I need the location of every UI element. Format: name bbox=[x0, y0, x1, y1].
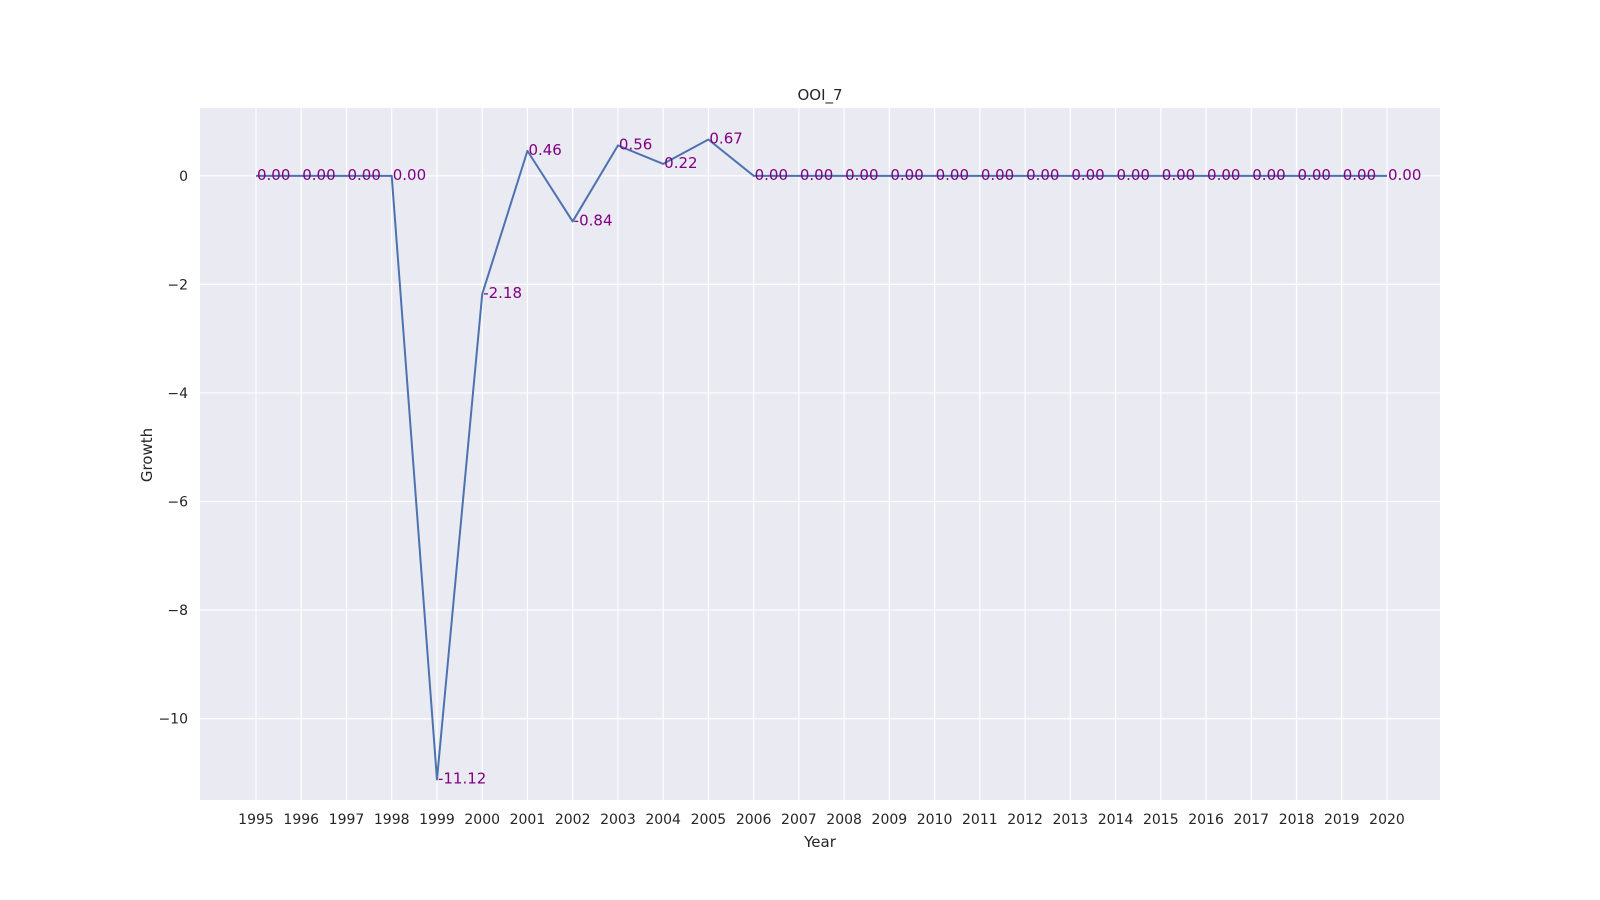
data-label: 0.00 bbox=[1207, 166, 1240, 184]
data-label: 0.00 bbox=[1298, 166, 1331, 184]
data-label: 0.56 bbox=[619, 135, 652, 153]
y-axis-title: Growth bbox=[138, 428, 156, 482]
data-label: 0.00 bbox=[800, 166, 833, 184]
x-axis-title: Year bbox=[803, 833, 837, 851]
data-label: 0.00 bbox=[1026, 166, 1059, 184]
data-label: 0.00 bbox=[393, 166, 426, 184]
y-tick-label: −2 bbox=[167, 277, 188, 293]
x-tick-label: 2002 bbox=[555, 812, 591, 828]
x-tick-label: 2005 bbox=[691, 812, 727, 828]
x-tick-label: 2011 bbox=[962, 812, 998, 828]
x-tick-label: 2013 bbox=[1052, 812, 1088, 828]
y-tick-label: −6 bbox=[167, 494, 188, 510]
data-label: 0.00 bbox=[1343, 166, 1376, 184]
x-tick-label: 1997 bbox=[329, 812, 365, 828]
data-label: 0.00 bbox=[1388, 166, 1421, 184]
data-label: 0.00 bbox=[302, 166, 335, 184]
x-tick-label: 2004 bbox=[645, 812, 681, 828]
data-labels: 0.00 0.00 0.00 0.00 -11.12 -2.18 0.46 -0.84 0.56… bbox=[257, 129, 1421, 787]
x-axis-ticks: 1995 1996 1997 1998 1999 2000 2001 2002 2003 2004… bbox=[238, 812, 1405, 828]
x-tick-label: 2012 bbox=[1007, 812, 1043, 828]
data-label: 0.00 bbox=[981, 166, 1014, 184]
x-tick-label: 2014 bbox=[1098, 812, 1134, 828]
x-tick-label: 2016 bbox=[1188, 812, 1224, 828]
y-tick-label: 0 bbox=[179, 169, 188, 185]
data-label: 0.00 bbox=[936, 166, 969, 184]
data-label: -2.18 bbox=[483, 284, 522, 302]
data-label: -0.84 bbox=[574, 211, 613, 229]
data-label: -11.12 bbox=[438, 769, 486, 787]
x-tick-label: 1999 bbox=[419, 812, 455, 828]
data-label: 0.46 bbox=[528, 141, 561, 159]
data-label: 0.67 bbox=[709, 129, 742, 147]
data-label: 0.00 bbox=[845, 166, 878, 184]
y-tick-label: −10 bbox=[158, 712, 188, 728]
x-tick-label: 2010 bbox=[917, 812, 953, 828]
x-tick-label: 2015 bbox=[1143, 812, 1179, 828]
x-tick-label: 2006 bbox=[736, 812, 772, 828]
x-tick-label: 2020 bbox=[1369, 812, 1405, 828]
data-label: 0.00 bbox=[1162, 166, 1195, 184]
x-tick-label: 2019 bbox=[1324, 812, 1360, 828]
x-tick-label: 2008 bbox=[826, 812, 862, 828]
data-label: 0.22 bbox=[664, 154, 697, 172]
data-label: 0.00 bbox=[257, 166, 290, 184]
x-tick-label: 1995 bbox=[238, 812, 274, 828]
data-label: 0.00 bbox=[347, 166, 380, 184]
series-line bbox=[256, 138, 1387, 781]
x-tick-label: 1996 bbox=[283, 812, 319, 828]
x-tick-label: 2017 bbox=[1233, 812, 1269, 828]
vertical-gridlines bbox=[255, 108, 1388, 800]
series-lines bbox=[256, 138, 1387, 781]
x-tick-label: 2000 bbox=[464, 812, 500, 828]
data-label: 0.00 bbox=[1252, 166, 1285, 184]
data-label: 0.00 bbox=[1117, 166, 1150, 184]
chart-title: OOI_7 bbox=[797, 86, 842, 105]
x-tick-label: 2003 bbox=[600, 812, 636, 828]
x-tick-label: 2018 bbox=[1279, 812, 1315, 828]
plot-area bbox=[200, 108, 1440, 800]
x-tick-label: 2001 bbox=[510, 812, 546, 828]
x-tick-label: 2009 bbox=[872, 812, 908, 828]
y-tick-label: −8 bbox=[167, 603, 188, 619]
y-tick-label: −4 bbox=[167, 386, 188, 402]
x-tick-label: 1998 bbox=[374, 812, 410, 828]
data-label: 0.00 bbox=[1071, 166, 1104, 184]
data-label: 0.00 bbox=[755, 166, 788, 184]
data-label: 0.00 bbox=[890, 166, 923, 184]
y-axis-ticks: 0 −2 −4 −6 −8 −10 bbox=[158, 169, 188, 728]
x-tick-label: 2007 bbox=[781, 812, 817, 828]
